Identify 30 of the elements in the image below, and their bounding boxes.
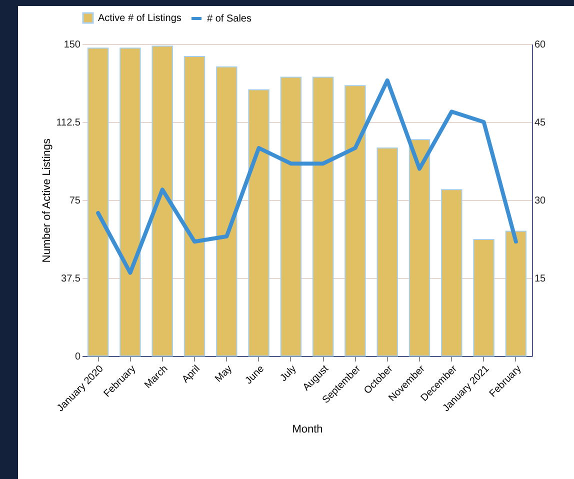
bar xyxy=(505,230,527,356)
bar xyxy=(184,56,206,356)
legend-label: # of Sales xyxy=(207,14,252,24)
bar xyxy=(120,48,141,356)
line-series xyxy=(96,78,518,275)
bar xyxy=(312,76,334,356)
y2-tick-label: 45 xyxy=(534,118,546,128)
y-axis-title: Number of Active Listings xyxy=(41,138,54,263)
bar xyxy=(216,66,238,356)
y-tick-label: 37.5 xyxy=(61,274,81,284)
legend-label: Active # of Listings xyxy=(98,13,182,24)
bar xyxy=(280,76,302,356)
y-tick-label: 112.5 xyxy=(56,118,81,128)
y2-tick-label: 60 xyxy=(534,40,546,50)
bar xyxy=(87,48,109,356)
y2-tick-label: 15 xyxy=(534,274,546,284)
y2-tick-label: 30 xyxy=(534,196,546,206)
y-tick-label: 150 xyxy=(64,40,81,50)
x-axis-title: Month xyxy=(292,423,323,436)
x-tick-label: July xyxy=(278,364,299,384)
bar xyxy=(152,46,173,356)
x-tick-label: May xyxy=(213,364,234,385)
bar xyxy=(344,85,366,356)
y-tick-label: 75 xyxy=(69,196,81,206)
bar xyxy=(376,148,398,356)
bar xyxy=(441,189,462,356)
bar xyxy=(473,239,494,356)
bar xyxy=(248,89,270,356)
bar xyxy=(408,139,430,356)
y-tick-label: 0 xyxy=(74,352,81,362)
